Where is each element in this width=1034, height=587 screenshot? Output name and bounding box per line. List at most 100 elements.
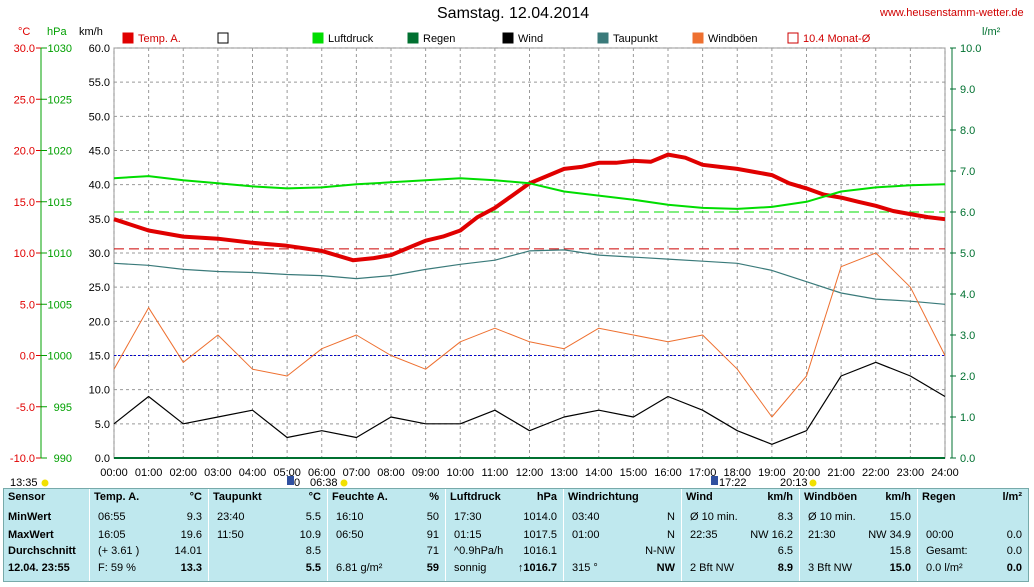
rain-tick-label: 8.0 <box>960 125 975 137</box>
table-cell: 23:40 <box>217 511 245 523</box>
time-tick-label: 18:00 <box>723 467 751 479</box>
table-cell: 1016.1 <box>523 545 557 557</box>
table-cell: 5.5 <box>305 511 321 523</box>
table-column-dew: Taupunkt °C 23:40 5.5 11:50 10.9 8.5 5.5 <box>209 489 327 581</box>
wind-tick-label: 45.0 <box>89 146 110 158</box>
table-cell: Taupunkt <box>213 491 262 503</box>
table-cell: 6.81 g/m² <box>336 562 383 574</box>
table-cell <box>564 491 681 507</box>
time-tick-label: 15:00 <box>620 467 648 479</box>
table-cell: 0.0 <box>1006 562 1022 574</box>
wind-tick-label: 40.0 <box>89 180 110 192</box>
table-cell: km/h <box>885 491 911 503</box>
table-cell: 2 Bft NW <box>690 562 735 574</box>
table-cell: 59 <box>426 562 439 574</box>
rain-tick-label: 9.0 <box>960 84 975 96</box>
temp-tick-label: 5.0 <box>20 299 35 311</box>
legend-swatch <box>502 32 514 44</box>
table-cell: 19.6 <box>180 529 202 541</box>
sunrise-label: 06:38 <box>310 477 338 487</box>
temp-tick-label: 15.0 <box>14 197 35 209</box>
time-tick-label: 06:00 <box>308 467 336 479</box>
table-cell: 15.8 <box>889 545 911 557</box>
time-tick-label: 22:00 <box>862 467 890 479</box>
website-link[interactable]: www.heusenstamm-wetter.de <box>880 7 1024 19</box>
rain-tick-label: 0.0 <box>960 453 975 465</box>
series-line-wind <box>113 361 946 445</box>
time-tick-label: 10:00 <box>446 467 474 479</box>
table-cell: ^0.9hPa/h <box>454 545 504 557</box>
temp-tick-label: -10.0 <box>10 453 35 465</box>
time-tick-label: 16:00 <box>654 467 682 479</box>
column-separator <box>327 489 328 581</box>
table-cell: MinWert <box>8 511 52 523</box>
table-column-hum: Feuchte A.% 16:10 50 06:50 91 71 6.81 g/m² 59 <box>328 489 445 581</box>
table-cell: 12.04. 23:55 <box>8 562 70 574</box>
temp-tick-label: 0.0 <box>20 351 35 363</box>
table-cell: 13.3 <box>180 562 202 574</box>
table-cell: 8.3 <box>777 511 793 523</box>
table-cell: 10.9 <box>299 529 321 541</box>
legend-label: Temp. A. <box>138 33 181 45</box>
table-cell: NW 34.9 <box>868 529 911 541</box>
rain-tick-label: 3.0 <box>960 330 975 342</box>
wind-tick-label: 5.0 <box>95 419 110 431</box>
sun-dot <box>41 479 49 487</box>
moon-icon <box>711 476 718 485</box>
table-cell: 01:00 <box>572 529 600 541</box>
table-cell: 9.3 <box>186 511 202 523</box>
table-cell: F: 59 % <box>98 562 136 574</box>
table-cell: Gesamt: <box>926 545 968 557</box>
legend-swatch <box>312 32 324 44</box>
chart-svg: 00:00 01:00 02:00 03:00 04:00 05:00 06:00 07:00… <box>10 32 981 487</box>
legend-swatch <box>692 32 704 44</box>
table-column-sensor: Sensor MinWert MaxWert Durchschnitt 12.04. 2… <box>4 489 89 581</box>
legend-swatch <box>217 32 229 44</box>
wind-tick-label: 50.0 <box>89 111 110 123</box>
legend-swatch <box>122 32 134 44</box>
time-tick-label: 07:00 <box>343 467 371 479</box>
chart-title: Samstag. 12.04.2014 <box>437 5 590 22</box>
table-cell: 315 ° <box>572 562 598 574</box>
column-separator <box>563 489 564 581</box>
table-cell: 16:10 <box>336 511 364 523</box>
temp-tick-label: -5.0 <box>16 402 35 414</box>
time-tick-label: 13:00 <box>550 467 578 479</box>
moon-icon <box>287 476 294 485</box>
legend-label: 10.4 Monat-Ø <box>803 33 871 45</box>
table-cell: NW 16.2 <box>750 529 793 541</box>
time-tick-label: 21:00 <box>827 467 855 479</box>
column-separator <box>681 489 682 581</box>
table-column-temp: Temp. A. °C 06:55 9.3 16:05 19.6 (+ 3.61 ) 14.0… <box>90 489 208 581</box>
table-cell: 5.5 <box>305 562 321 574</box>
rain-tick-label: 10.0 <box>960 43 981 55</box>
table-cell: 91 <box>426 529 439 541</box>
table-cell: 21:30 <box>808 529 836 541</box>
table-cell: 06:50 <box>336 529 364 541</box>
time-tick-label: 20:00 <box>793 467 821 479</box>
table-cell: l/m² <box>1002 491 1022 503</box>
column-separator <box>917 489 918 581</box>
table-cell: 17:30 <box>454 511 482 523</box>
marker-05: 0 <box>294 477 300 487</box>
time-tick-label: 04:00 <box>239 467 267 479</box>
table-cell: 15.0 <box>889 511 911 523</box>
pressure-tick-label: 995 <box>54 402 72 414</box>
time-tick-label: 12:00 <box>516 467 544 479</box>
table-column-dir: Windrichtung 03:40 N 01:00 N N-NW 315 ° NW <box>564 489 681 581</box>
legend-label: Taupunkt <box>613 33 658 45</box>
time-tick-label: 02:00 <box>169 467 197 479</box>
table-cell: 22:35 <box>690 529 718 541</box>
rain-unit-label: l/m² <box>982 26 1001 38</box>
table-cell: N-NW <box>645 545 675 557</box>
table-cell: 71 <box>426 545 439 557</box>
table-cell: Ø 10 min. <box>690 511 738 523</box>
legend-label: Regen <box>423 33 455 45</box>
wind-tick-label: 20.0 <box>89 316 110 328</box>
legend-swatch <box>787 32 799 44</box>
table-cell: °C <box>189 491 202 503</box>
table-column-press: Luftdruck hPa 17:30 1014.0 01:15 1017.5 ^0.9hP… <box>446 489 563 581</box>
table-column-wind: Wind km/h Ø 10 min. 8.3 22:35 NW 16.2 6.5 2 Bft… <box>682 489 799 581</box>
legend-label: Luftdruck <box>328 33 374 45</box>
table-cell: 15.0 <box>889 562 911 574</box>
